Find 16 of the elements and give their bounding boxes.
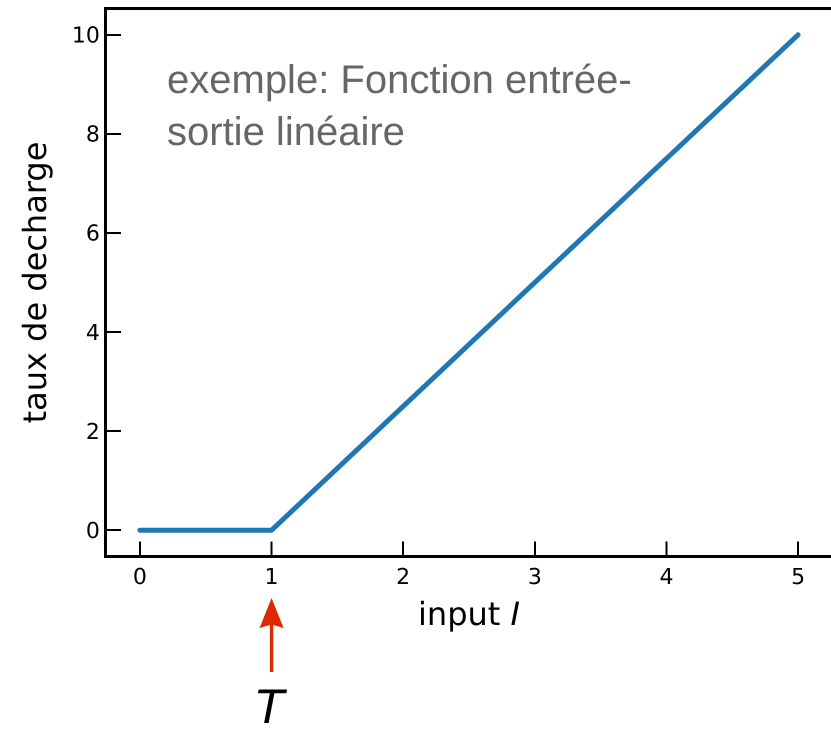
x-tick-label: 0 <box>132 565 147 590</box>
x-tick-label: 4 <box>659 565 674 590</box>
y-tick-label: 4 <box>86 320 100 346</box>
y-tick-label: 6 <box>86 222 100 247</box>
y-tick-label: 2 <box>86 420 100 445</box>
y-tick-label: 8 <box>86 122 100 148</box>
y-tick-label: 0 <box>86 518 100 544</box>
x-tick-label: 1 <box>264 565 279 590</box>
x-tick-label: 2 <box>396 565 410 590</box>
x-axis-title: input I <box>418 595 520 634</box>
x-tick-label: 3 <box>528 565 542 590</box>
text: T <box>256 680 288 732</box>
x-tick-label: 5 <box>791 565 806 590</box>
y-axis-title: taux de decharge <box>16 142 54 424</box>
annotation: exemple: Fonction entrée- sortie linéaire <box>167 58 632 154</box>
y-tick-label: 10 <box>72 23 100 48</box>
